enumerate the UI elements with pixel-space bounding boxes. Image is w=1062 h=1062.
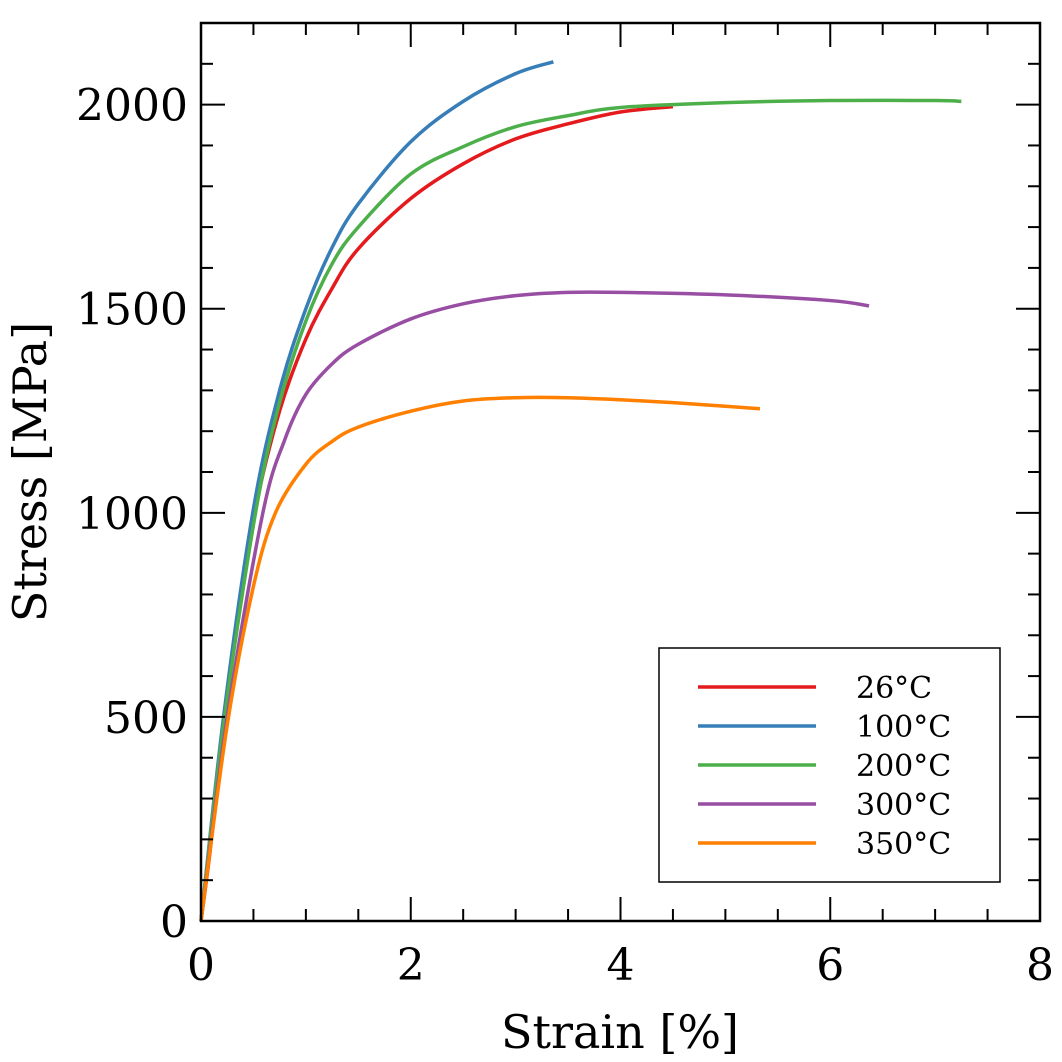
series-line-4 (199, 395, 761, 922)
y-tick-label: 2000 (76, 81, 188, 132)
legend-label: 100°C (856, 710, 951, 745)
series-line-2 (199, 98, 962, 922)
x-tick-label: 4 (607, 940, 635, 991)
legend-label: 300°C (856, 788, 951, 823)
plot-frame (199, 21, 1042, 923)
x-axis-label: Strain [%] (501, 1005, 739, 1059)
tick-labels: 0 2 4 6 8 0 500 1000 1500 2000 (76, 81, 1054, 991)
x-tick-label: 2 (397, 940, 425, 991)
x-tick-label: 8 (1026, 940, 1054, 991)
x-tick-label: 0 (187, 940, 215, 991)
y-axis-label: Stress [MPa] (3, 322, 57, 622)
series-line-3 (199, 290, 870, 922)
legend-label: 350°C (856, 827, 951, 862)
series-lines (199, 60, 962, 922)
legend: 26°C 100°C 200°C 300°C 350°C (658, 647, 1001, 883)
y-tick-label: 500 (104, 693, 188, 744)
x-tick-label: 6 (816, 940, 844, 991)
y-tick-label: 0 (160, 897, 188, 948)
y-tick-label: 1500 (76, 285, 188, 336)
y-tick-label: 1000 (76, 489, 188, 540)
series-line-1 (199, 60, 554, 922)
legend-label: 26°C (856, 671, 932, 706)
legend-label: 200°C (856, 749, 951, 784)
series-line-0 (199, 104, 674, 922)
